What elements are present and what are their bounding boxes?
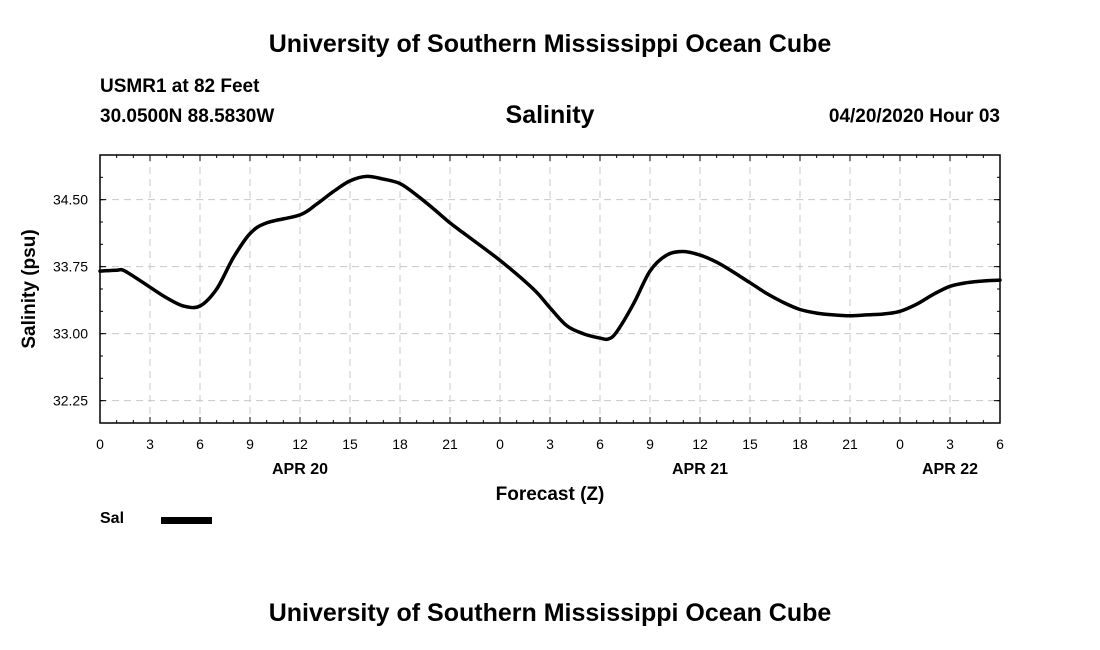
y-tick-label: 33.00	[53, 326, 88, 342]
x-tick-label: 21	[442, 436, 458, 452]
x-tick-label: 18	[792, 436, 808, 452]
legend-swatch	[161, 517, 212, 524]
y-axis-label: Salinity (psu)	[19, 229, 40, 348]
x-tick-label: 6	[996, 436, 1004, 452]
x-tick-label: 3	[546, 436, 554, 452]
x-tick-label: 15	[742, 436, 758, 452]
chart-title: Salinity	[505, 101, 595, 129]
y-tick-label: 32.25	[53, 393, 88, 409]
x-tick-label: 0	[496, 436, 504, 452]
x-tick-label: 0	[896, 436, 904, 452]
y-tick-label: 33.75	[53, 259, 88, 275]
x-tick-label: 9	[646, 436, 654, 452]
x-tick-label: 6	[196, 436, 204, 452]
x-tick-label: 9	[246, 436, 254, 452]
station-label: USMR1 at 82 Feet	[100, 76, 260, 97]
series-line-sal	[98, 174, 1002, 342]
grid	[100, 155, 1000, 423]
page-title: University of Southern Mississippi Ocean…	[268, 30, 832, 58]
x-axis-label: Forecast (Z)	[496, 484, 605, 505]
series-layer	[98, 174, 1002, 342]
x-tick-label: 0	[96, 436, 104, 452]
x-tick-label: 12	[292, 436, 308, 452]
x-tick-label: 6	[596, 436, 604, 452]
x-tick-label: 21	[842, 436, 858, 452]
date-label: APR 20	[272, 461, 328, 478]
x-tick-label: 3	[946, 436, 954, 452]
date-label: APR 21	[672, 461, 728, 478]
footer-title: University of Southern Mississippi Ocean…	[268, 599, 832, 627]
date-label: APR 22	[922, 461, 978, 478]
plot-frame	[99, 154, 1001, 424]
x-tick-label: 18	[392, 436, 408, 452]
legend-label: Sal	[100, 510, 125, 527]
y-tick-label: 34.50	[53, 192, 88, 208]
forecast-datetime: 04/20/2020 Hour 03	[828, 106, 1000, 127]
x-tick-label: 15	[342, 436, 358, 452]
x-tick-label: 12	[692, 436, 708, 452]
coordinates-label: 30.0500N 88.5830W	[100, 106, 275, 127]
x-tick-label: 3	[146, 436, 154, 452]
